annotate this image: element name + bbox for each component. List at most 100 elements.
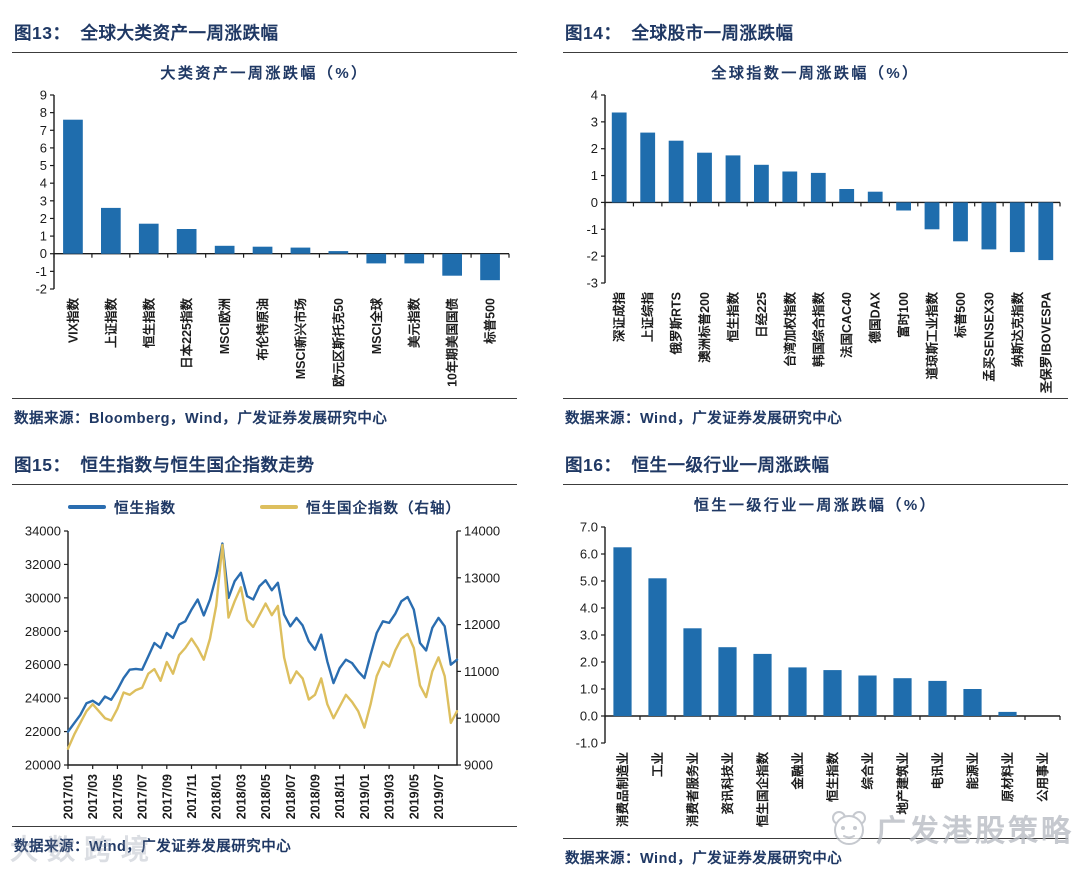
hsi-line-icon bbox=[68, 505, 106, 509]
svg-text:2018/11: 2018/11 bbox=[333, 774, 347, 819]
fig13-chart-title: 大类资产一周涨跌幅（%） bbox=[160, 65, 369, 82]
svg-text:恒生指数: 恒生指数 bbox=[726, 292, 741, 343]
svg-text:7: 7 bbox=[40, 123, 47, 138]
svg-text:恒生国企指数: 恒生国企指数 bbox=[755, 752, 770, 828]
svg-text:9000: 9000 bbox=[464, 758, 493, 773]
svg-text:消费者服务业: 消费者服务业 bbox=[685, 752, 700, 828]
fig13-source: 数据来源：Bloomberg，Wind，广发证券发展研究中心 bbox=[14, 411, 388, 427]
svg-text:地产建筑业: 地产建筑业 bbox=[895, 752, 910, 815]
svg-text:2019/05: 2019/05 bbox=[407, 774, 421, 819]
svg-text:上证综指: 上证综指 bbox=[640, 292, 655, 343]
svg-text:26000: 26000 bbox=[25, 657, 61, 672]
source-divider bbox=[563, 838, 1068, 839]
svg-text:0.0: 0.0 bbox=[580, 709, 598, 724]
svg-text:纳斯达克指数: 纳斯达克指数 bbox=[1010, 292, 1025, 368]
fig15-legend: 恒生指数 恒生国企指数（右轴） bbox=[12, 495, 517, 519]
svg-text:德国DAX: 德国DAX bbox=[868, 291, 883, 343]
svg-text:消费品制造业: 消费品制造业 bbox=[615, 752, 630, 828]
svg-text:日经225: 日经225 bbox=[754, 292, 769, 338]
fig16-chart-title: 恒生一级行业一周涨跌幅（%） bbox=[693, 497, 938, 514]
svg-text:能源业: 能源业 bbox=[965, 752, 980, 790]
fig14-source: 数据来源：Wind，广发证券发展研究中心 bbox=[565, 411, 843, 427]
fig15-line-chart: 20000 22000 24000 26000 28000 30000 32000 34000… bbox=[12, 523, 517, 823]
svg-text:MSCI欧洲: MSCI欧洲 bbox=[217, 298, 232, 354]
svg-text:标普500: 标普500 bbox=[483, 298, 498, 345]
legend-item-hsi: 恒生指数 bbox=[68, 497, 176, 518]
figure-14-panel: 图14： 全球股市一周涨跌幅 全球指数一周涨跌幅（%） -3 -2 -1 0 1 2 3 4 深证… bbox=[563, 18, 1068, 428]
fig14-bar-chart: -3 -2 -1 0 1 2 3 4 深证成指 上证综指 俄罗斯RTS 澳洲标普200 恒生指数 日经22… bbox=[563, 85, 1068, 395]
figure-16-title: 恒生一级行业一周涨跌幅 bbox=[631, 455, 830, 475]
figure-16-panel: 图16： 恒生一级行业一周涨跌幅 恒生一级行业一周涨跌幅（%） -1.0 0.0 1.… bbox=[563, 450, 1068, 868]
svg-text:12000: 12000 bbox=[464, 617, 500, 632]
svg-text:2: 2 bbox=[591, 141, 598, 156]
svg-text:恒生指数: 恒生指数 bbox=[825, 752, 840, 803]
svg-text:5.0: 5.0 bbox=[580, 574, 598, 589]
svg-text:美元指数: 美元指数 bbox=[407, 298, 422, 349]
svg-text:14000: 14000 bbox=[464, 524, 500, 539]
svg-text:2019/01: 2019/01 bbox=[358, 774, 372, 819]
svg-text:2019/07: 2019/07 bbox=[432, 774, 446, 819]
svg-text:工业: 工业 bbox=[650, 752, 665, 778]
svg-text:MSCI新兴市场: MSCI新兴市场 bbox=[293, 298, 308, 379]
svg-text:24000: 24000 bbox=[25, 691, 61, 706]
figure-15-number: 图15： bbox=[14, 455, 71, 475]
svg-text:综合业: 综合业 bbox=[860, 752, 875, 790]
svg-text:3: 3 bbox=[591, 114, 598, 129]
svg-text:2017/01: 2017/01 bbox=[62, 774, 76, 819]
svg-text:0: 0 bbox=[40, 246, 47, 261]
svg-text:孟买SENSEX30: 孟买SENSEX30 bbox=[981, 292, 996, 382]
legend-item-hscei: 恒生国企指数（右轴） bbox=[260, 497, 461, 518]
svg-text:1: 1 bbox=[40, 229, 47, 244]
figure-14-title: 全球股市一周涨跌幅 bbox=[631, 23, 794, 43]
svg-text:10年期美国国债: 10年期美国国债 bbox=[445, 298, 460, 387]
caption-divider bbox=[12, 484, 517, 485]
svg-text:公用事业: 公用事业 bbox=[1035, 752, 1050, 803]
svg-text:资讯科技业: 资讯科技业 bbox=[720, 752, 735, 815]
svg-text:-1.0: -1.0 bbox=[576, 736, 598, 751]
svg-text:32000: 32000 bbox=[25, 557, 61, 572]
svg-text:台湾加权指数: 台湾加权指数 bbox=[782, 292, 797, 368]
svg-text:4: 4 bbox=[591, 88, 598, 103]
svg-text:2019/03: 2019/03 bbox=[383, 774, 397, 819]
figure-14-number: 图14： bbox=[565, 23, 622, 43]
svg-text:4.0: 4.0 bbox=[580, 601, 598, 616]
caption-divider bbox=[563, 484, 1068, 485]
source-divider bbox=[12, 826, 517, 827]
svg-text:富时100: 富时100 bbox=[896, 292, 911, 338]
svg-text:2017/09: 2017/09 bbox=[160, 774, 174, 819]
svg-text:-2: -2 bbox=[35, 282, 47, 297]
figure-14-caption: 图14： 全球股市一周涨跌幅 bbox=[563, 18, 1068, 52]
svg-text:2018/05: 2018/05 bbox=[259, 774, 273, 819]
svg-text:0: 0 bbox=[591, 195, 598, 210]
svg-text:-1: -1 bbox=[35, 264, 47, 279]
svg-text:日本225指数: 日本225指数 bbox=[179, 298, 194, 369]
svg-text:澳洲标普200: 澳洲标普200 bbox=[697, 292, 712, 363]
figure-13-panel: 图13： 全球大类资产一周涨跌幅 大类资产一周涨跌幅（%） -2 -1 0 1 2 3 4 5 6… bbox=[12, 18, 517, 428]
source-divider bbox=[563, 398, 1068, 399]
svg-text:韩国综合指数: 韩国综合指数 bbox=[811, 292, 826, 368]
svg-text:-2: -2 bbox=[586, 249, 598, 264]
svg-text:34000: 34000 bbox=[25, 524, 61, 539]
svg-text:VIX指数: VIX指数 bbox=[66, 298, 81, 344]
legend-label-hscei: 恒生国企指数（右轴） bbox=[306, 500, 461, 517]
svg-text:-3: -3 bbox=[586, 276, 598, 291]
svg-text:30000: 30000 bbox=[25, 590, 61, 605]
svg-text:2018/07: 2018/07 bbox=[284, 774, 298, 819]
svg-text:俄罗斯RTS: 俄罗斯RTS bbox=[669, 292, 684, 356]
svg-text:2017/11: 2017/11 bbox=[185, 774, 199, 819]
svg-text:标普500: 标普500 bbox=[953, 292, 968, 339]
caption-divider bbox=[563, 52, 1068, 53]
svg-text:2.0: 2.0 bbox=[580, 655, 598, 670]
svg-text:4: 4 bbox=[40, 176, 47, 191]
svg-text:布伦特原油: 布伦特原油 bbox=[255, 298, 270, 361]
svg-text:5: 5 bbox=[40, 158, 47, 173]
svg-text:1: 1 bbox=[591, 168, 598, 183]
svg-text:13000: 13000 bbox=[464, 570, 500, 585]
svg-text:9: 9 bbox=[40, 88, 47, 103]
svg-text:圣保罗IBOVESPA: 圣保罗IBOVESPA bbox=[1038, 292, 1053, 394]
figure-13-caption: 图13： 全球大类资产一周涨跌幅 bbox=[12, 18, 517, 52]
legend-label-hsi: 恒生指数 bbox=[114, 500, 176, 517]
svg-text:法国CAC40: 法国CAC40 bbox=[839, 292, 854, 358]
